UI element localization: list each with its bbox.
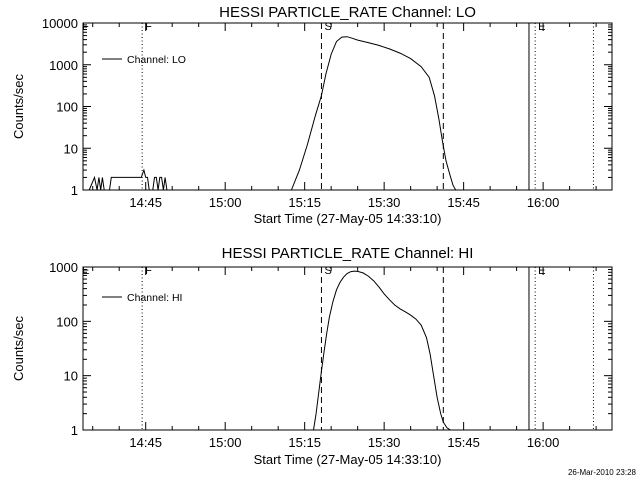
plot-frame bbox=[82, 22, 613, 191]
event-marker-label: F bbox=[145, 265, 152, 277]
panel-hi: HESSI PARTICLE_RATE Channel: HI Start Tim… bbox=[11, 245, 613, 467]
y-tick-label: 1 bbox=[71, 183, 78, 198]
x-tick-label: 16:00 bbox=[527, 195, 560, 210]
y-tick-label: 10 bbox=[64, 369, 78, 384]
series-line bbox=[313, 270, 451, 431]
event-marker-label: E bbox=[538, 21, 545, 33]
y-tick-label: 100 bbox=[56, 314, 78, 329]
x-tick-label: 14:45 bbox=[129, 435, 162, 450]
y-axis-label: Counts/sec bbox=[11, 73, 26, 139]
y-tick-label: 100 bbox=[56, 100, 78, 115]
corner-marker-label: F bbox=[82, 21, 89, 33]
corner-marker-label: E bbox=[82, 265, 89, 277]
x-tick-label: 15:00 bbox=[209, 435, 242, 450]
x-tick-label: 16:00 bbox=[527, 435, 560, 450]
legend-entry: Channel: LO bbox=[127, 54, 186, 66]
x-tick-label: 15:15 bbox=[288, 195, 321, 210]
legend-entry: Channel: HI bbox=[127, 292, 182, 304]
event-marker-label: S bbox=[324, 265, 331, 277]
panel-lo: HESSI PARTICLE_RATE Channel: LO Start Tim… bbox=[11, 4, 613, 226]
x-tick-label: 15:15 bbox=[288, 435, 321, 450]
event-marker-label: F bbox=[145, 21, 152, 33]
x-tick-label: 15:30 bbox=[368, 195, 401, 210]
event-marker-label: S bbox=[324, 21, 331, 33]
x-tick-label: 15:45 bbox=[447, 195, 480, 210]
plot-frame bbox=[82, 266, 613, 431]
x-tick-label: 14:45 bbox=[129, 195, 162, 210]
y-axis-label: Counts/sec bbox=[11, 315, 26, 381]
y-tick-label: 1000 bbox=[49, 58, 78, 73]
y-tick-label: 10 bbox=[64, 141, 78, 156]
chart-title: HESSI PARTICLE_RATE Channel: HI bbox=[222, 245, 474, 262]
event-marker-label: E bbox=[538, 265, 545, 277]
x-tick-label: 15:00 bbox=[209, 195, 242, 210]
y-tick-label: 10000 bbox=[42, 16, 78, 31]
x-axis-label: Start Time (27-May-05 14:33:10) bbox=[254, 211, 442, 226]
x-tick-label: 15:45 bbox=[447, 435, 480, 450]
y-tick-label: 1000 bbox=[49, 260, 78, 275]
x-tick-label: 15:30 bbox=[368, 435, 401, 450]
y-tick-label: 1 bbox=[71, 423, 78, 438]
series-line bbox=[88, 36, 457, 191]
timestamp: 26-Mar-2010 23:28 bbox=[568, 468, 637, 477]
chart-title: HESSI PARTICLE_RATE Channel: LO bbox=[219, 4, 476, 21]
x-axis-label: Start Time (27-May-05 14:33:10) bbox=[254, 452, 442, 467]
